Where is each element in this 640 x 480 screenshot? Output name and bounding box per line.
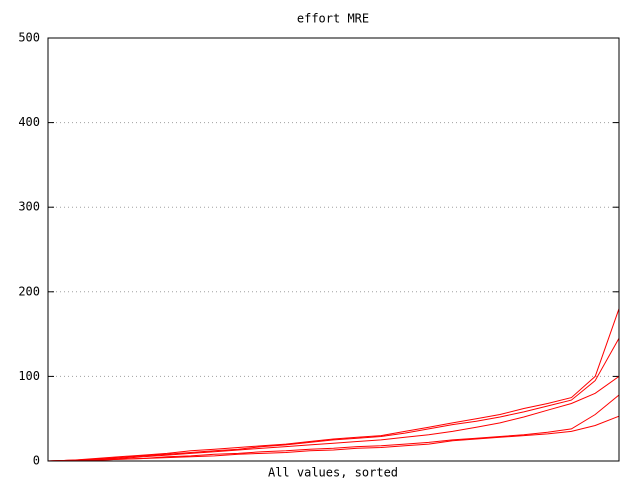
data-line	[47, 308, 620, 462]
plot-frame	[47, 37, 620, 462]
data-line	[47, 375, 620, 462]
y-tick-label: 300	[18, 200, 40, 214]
y-tick-label: 0	[33, 454, 40, 468]
y-tick-label: 400	[18, 115, 40, 129]
data-line	[47, 338, 620, 462]
chart-title: effort MRE	[297, 12, 369, 26]
y-tick-label: 500	[18, 31, 40, 45]
x-axis-label: All values, sorted	[268, 466, 398, 480]
y-tick-label: 100	[18, 369, 40, 383]
y-tick-label: 200	[18, 284, 40, 298]
data-line	[48, 415, 620, 462]
